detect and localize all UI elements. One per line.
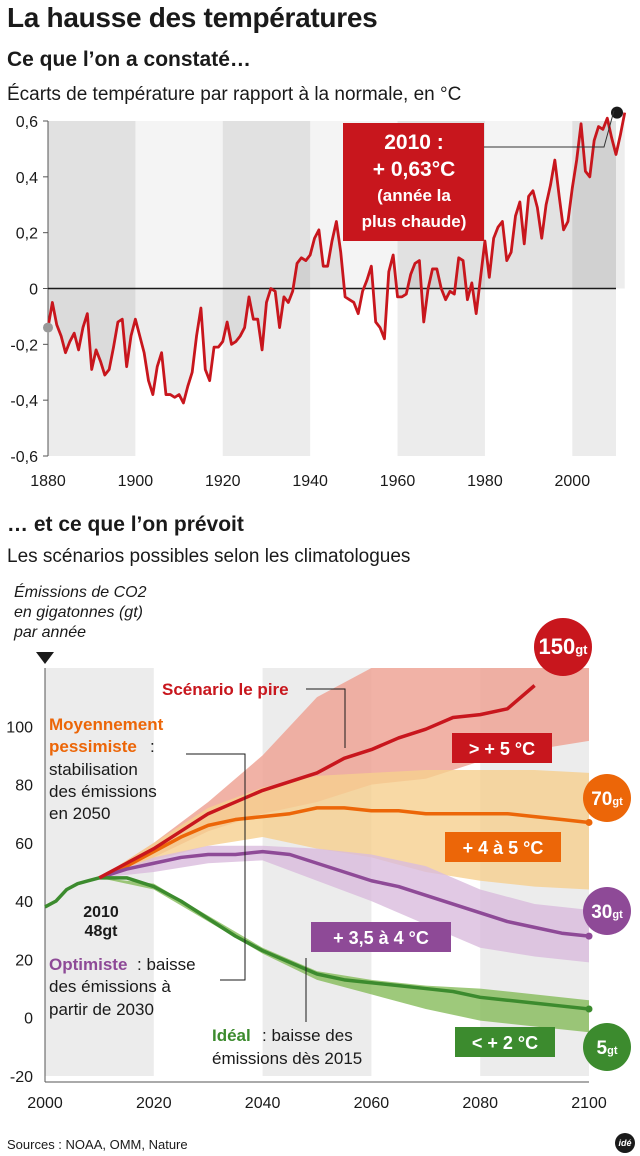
green-temperature-label: < + 2 °C — [472, 1033, 538, 1053]
orange-end-dot — [585, 818, 593, 826]
end-point — [611, 106, 623, 119]
optimist-text: partir de 2030 — [49, 1000, 154, 1019]
anomaly-area — [48, 112, 625, 403]
x-tick-label: 2040 — [245, 1095, 281, 1112]
callout-box — [343, 123, 484, 241]
section-heading-observed: Ce que l’on a constaté… — [7, 48, 251, 71]
y-tick-label: 0,6 — [16, 114, 38, 131]
ideal-text: émissions dès 2015 — [212, 1049, 362, 1068]
worst-leader — [306, 688, 346, 748]
moderate-text: en 2050 — [49, 804, 110, 823]
emissions-label-line3: par année — [13, 624, 86, 641]
y-tick-label: 100 — [6, 719, 33, 736]
purple-end-circle — [583, 887, 631, 935]
purple-temperature-label: + 3,5 à 4 °C — [333, 928, 429, 948]
optimist-title: Optimiste — [49, 955, 127, 974]
purple-scenario-line — [98, 849, 590, 938]
start-value-label: 48gt — [85, 923, 119, 940]
x-tick-label: 1900 — [118, 473, 154, 490]
callout-text: + 0,63°C — [373, 158, 456, 181]
x-tick-label: 2080 — [462, 1095, 498, 1112]
section-subtitle-forecast: Les scénarios possibles selon les climat… — [7, 546, 411, 567]
callout-text: plus chaude) — [362, 212, 467, 231]
emissions-label-line2: en gigatonnes (gt) — [14, 604, 143, 621]
optimist-text: des émissions à — [49, 977, 171, 996]
purple-temperature-badge — [311, 922, 451, 952]
moderate-title-2: pessimiste — [49, 737, 137, 756]
orange-end-circle — [583, 774, 631, 822]
start-year-label: 2010 — [83, 904, 119, 921]
callout-leader — [484, 110, 615, 148]
x-tick-label: 1880 — [30, 473, 66, 490]
axis-arrow-icon — [36, 652, 54, 664]
callout-text: 2010 : — [384, 131, 444, 154]
optimist-text: : baisse — [137, 955, 196, 974]
ide-logo: idé — [615, 1133, 635, 1153]
green-end-value: 5gt — [597, 1038, 618, 1059]
x-tick-label: 1980 — [467, 473, 503, 490]
temperature-chart: -0,6 -0,4 -0,2 0 0,2 0,4 0,6 1880 1900 1920 1940 19… — [10, 106, 627, 490]
y-tick-label: 0 — [24, 1011, 33, 1028]
green-temperature-badge — [455, 1027, 555, 1057]
y-tick-label: -0,2 — [10, 337, 38, 354]
x-tick-label: 2100 — [571, 1095, 607, 1112]
red-end-value: 150gt — [539, 634, 589, 659]
orange-end-value: 70gt — [591, 789, 623, 810]
orange-temperature-badge — [445, 832, 561, 862]
green-scenario-line — [99, 876, 590, 1011]
y-tick-label: 0 — [29, 282, 38, 299]
green-end-circle — [583, 1023, 631, 1071]
moderate-text: des émissions — [49, 782, 157, 801]
section-subtitle-observed: Écarts de température par rapport à la n… — [7, 84, 462, 105]
y-tick-label: -20 — [10, 1069, 33, 1086]
x-tick-label: 2000 — [555, 473, 591, 490]
red-temperature-label: > + 5 °C — [469, 739, 535, 759]
purple-end-dot — [585, 932, 593, 940]
callout-text: (année la — [377, 186, 451, 205]
ideal-title: Idéal — [212, 1026, 251, 1045]
moderate-text: stabilisation — [49, 760, 138, 779]
section-heading-forecast: … et ce que l’on prévoit — [7, 513, 244, 536]
x-tick-label: 1960 — [380, 473, 416, 490]
y-tick-label: 20 — [15, 952, 33, 969]
start-point — [43, 322, 53, 333]
orange-temperature-label: + 4 à 5 °C — [463, 838, 544, 858]
orange-scenario-line — [98, 806, 590, 880]
temperature-line — [46, 112, 627, 405]
historical-line — [44, 876, 100, 909]
y-tick-label: 0,4 — [16, 170, 38, 187]
y-tick-label: 40 — [15, 894, 33, 911]
moderate-text: : — [150, 737, 155, 756]
moderate-title-1: Moyennement — [49, 715, 164, 734]
green-end-dot — [585, 1005, 593, 1013]
x-tick-label: 1920 — [205, 473, 241, 490]
red-end-circle — [534, 618, 592, 676]
y-tick-label: 80 — [15, 778, 33, 795]
x-tick-label: 2060 — [354, 1095, 390, 1112]
ideal-text: : baisse des — [262, 1026, 353, 1045]
optimist-leader — [186, 753, 246, 981]
emissions-label-line1: Émissions de CO2 — [14, 582, 147, 601]
purple-scenario-band — [99, 845, 590, 963]
worst-scenario-label: Scénario le pire — [162, 680, 289, 699]
red-temperature-badge — [452, 733, 552, 763]
y-tick-label: -0,6 — [10, 449, 38, 466]
y-tick-label: 60 — [15, 836, 33, 853]
y-tick-label: 0,2 — [16, 226, 38, 243]
sources: Sources : NOAA, OMM, Nature — [7, 1137, 188, 1152]
red-scenario-line — [98, 684, 536, 880]
y-tick-label: -0,4 — [10, 393, 38, 410]
page-title: La hausse des températures — [7, 2, 378, 33]
x-tick-label: 2020 — [136, 1095, 172, 1112]
purple-end-value: 30gt — [591, 902, 623, 923]
x-tick-label: 2000 — [27, 1095, 63, 1112]
x-tick-label: 1940 — [292, 473, 328, 490]
